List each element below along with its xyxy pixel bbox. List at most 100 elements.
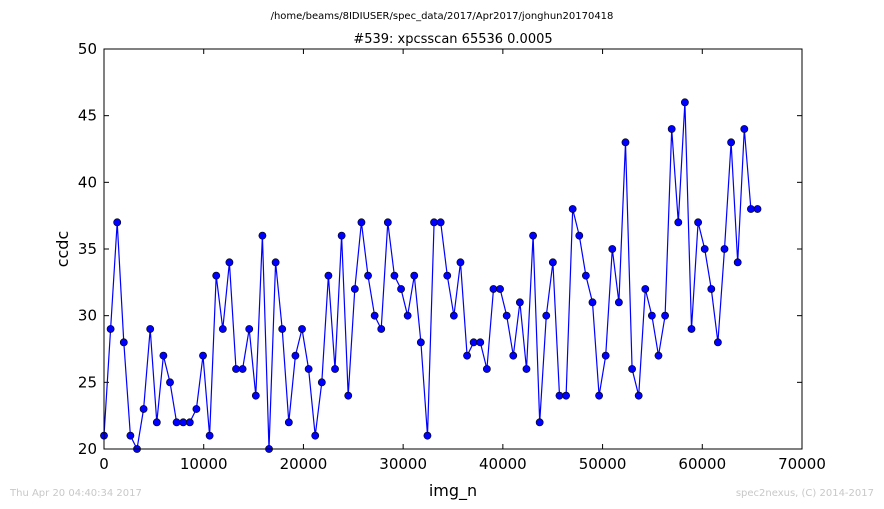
data-point [126, 431, 135, 440]
data-point [687, 325, 696, 333]
data-point [225, 258, 234, 267]
data-point [397, 285, 405, 293]
data-point [740, 125, 749, 133]
data-point [304, 365, 313, 373]
data-point [535, 418, 544, 427]
data-point [238, 365, 247, 373]
data-point [383, 218, 392, 227]
y-tick-label: 20 [78, 440, 97, 458]
data-point [489, 285, 498, 293]
data-point [423, 431, 432, 440]
data-point [562, 391, 570, 400]
data-point [113, 218, 122, 227]
data-point [284, 418, 293, 427]
data-point [476, 338, 485, 347]
data-point [172, 418, 181, 427]
data-point [714, 338, 722, 347]
data-point [674, 218, 683, 227]
data-point [700, 245, 709, 253]
data-point [377, 325, 386, 333]
y-tick-label: 40 [78, 173, 97, 191]
x-tick-label: 10000 [180, 455, 228, 473]
data-point [344, 391, 353, 400]
data-point [251, 391, 260, 400]
x-tick-label: 0 [99, 455, 109, 473]
data-point [245, 325, 254, 333]
data-point [720, 245, 729, 253]
x-tick-label: 60000 [678, 455, 726, 473]
y-tick-label: 45 [78, 107, 97, 125]
footer-credit: spec2nexus, (C) 2014-2017 [735, 488, 874, 499]
data-point [291, 351, 300, 360]
x-axis-ticks: 0 10000 20000 30000 40000 50000 60000 70000 [99, 49, 826, 473]
data-point [568, 205, 577, 213]
data-point [159, 351, 168, 360]
x-tick-label: 70000 [778, 455, 826, 473]
data-point [166, 378, 174, 387]
data-point [522, 365, 531, 373]
data-point [350, 285, 359, 293]
y-tick-label: 30 [78, 307, 97, 325]
data-point [410, 271, 419, 280]
data-point [436, 218, 445, 227]
footer-timestamp: Thu Apr 20 04:40:34 2017 [10, 488, 142, 499]
y-tick-label: 50 [78, 40, 97, 58]
data-point [139, 405, 148, 413]
data-point [542, 311, 551, 320]
data-point [647, 311, 656, 320]
x-tick-label: 40000 [479, 455, 527, 473]
data-point [463, 351, 471, 360]
data-point [667, 125, 676, 133]
data-point [317, 378, 326, 387]
data-point [634, 391, 643, 400]
data-point [641, 285, 650, 293]
data-point [456, 258, 465, 267]
data-point [469, 338, 478, 347]
data-point [331, 365, 339, 373]
data-point [416, 338, 425, 347]
data-point [218, 325, 227, 333]
data-point [608, 245, 617, 253]
y-axis-ticks: 20 25 30 35 40 45 50 [78, 40, 802, 458]
data-point [146, 325, 155, 333]
data-point [509, 351, 518, 360]
data-point [575, 231, 584, 240]
data-point [628, 365, 636, 373]
data-point [271, 258, 280, 267]
y-tick-label: 25 [78, 373, 97, 391]
data-point [654, 351, 663, 360]
data-point [232, 365, 240, 373]
data-point [119, 338, 128, 347]
data-point [278, 325, 287, 333]
file-path-header: /home/beams/8IDIUSER/spec_data/2017/Apr2… [271, 11, 614, 22]
data-point [595, 391, 603, 400]
data-point [588, 298, 597, 307]
data-point [548, 258, 557, 267]
data-point [707, 285, 716, 293]
data-point [753, 205, 762, 213]
data-point [106, 325, 115, 333]
data-point [482, 365, 491, 373]
data-point [390, 271, 399, 280]
data-point [179, 418, 188, 427]
data-point [555, 391, 564, 400]
data-point [727, 138, 736, 147]
data-point [185, 418, 194, 427]
data-point [364, 271, 372, 280]
chart-title: #539: xpcsscan 65536 0.0005 [353, 32, 552, 47]
data-point [311, 431, 320, 440]
data-point [337, 231, 346, 240]
data-point [661, 311, 669, 320]
data-point [258, 231, 267, 240]
data-point [205, 431, 214, 440]
data-point [430, 218, 438, 227]
data-point [449, 311, 458, 320]
data-point [502, 311, 511, 320]
data-point [298, 325, 306, 333]
data-point [324, 271, 333, 280]
data-point [733, 258, 742, 267]
data-point [614, 298, 623, 307]
data-point [212, 271, 221, 280]
data-point [680, 98, 689, 107]
